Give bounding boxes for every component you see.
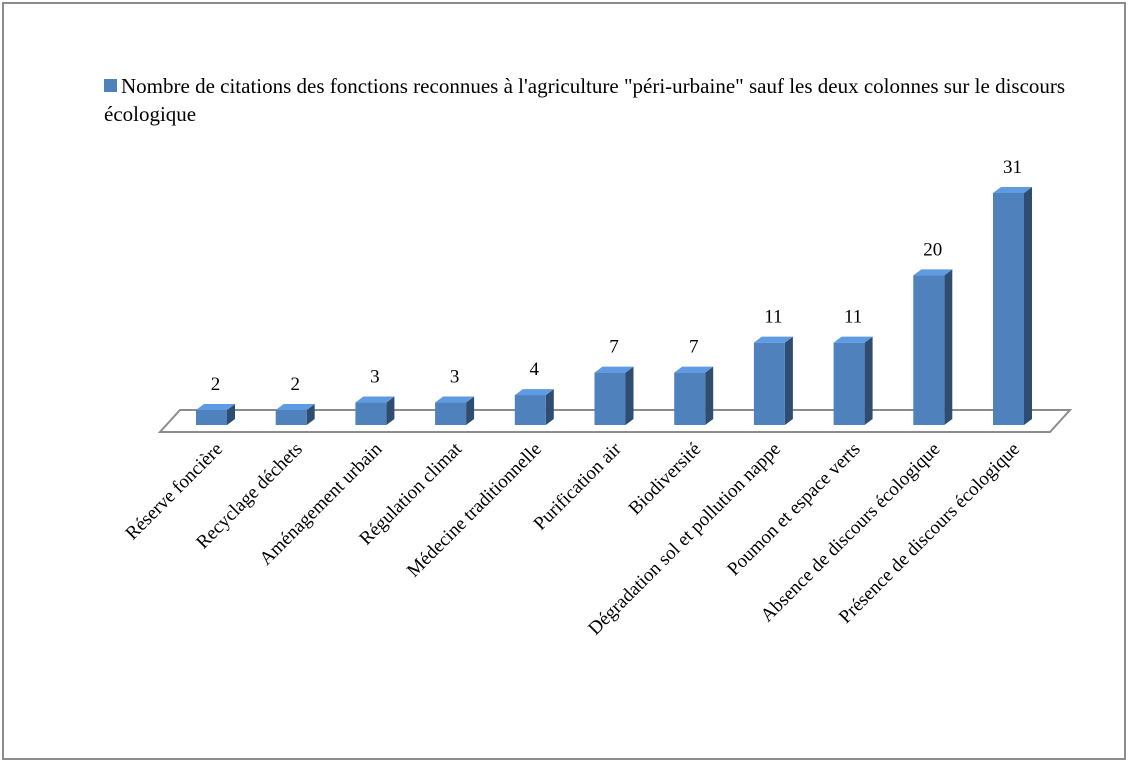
- value-label: 7: [689, 337, 699, 358]
- bar: [993, 187, 1032, 425]
- bar-front: [993, 193, 1024, 425]
- legend: Nombre de citations des fonctions reconn…: [104, 72, 1094, 128]
- value-label: 7: [609, 337, 619, 358]
- x-tick-label: Poumon et espace verts: [723, 439, 864, 580]
- bar-side: [944, 269, 953, 425]
- bar: [275, 404, 315, 425]
- bar-side: [625, 366, 634, 425]
- bar-top: [833, 336, 873, 343]
- bar-side: [545, 389, 554, 425]
- bar-top: [674, 366, 714, 373]
- legend-label: Nombre de citations des fonctions reconn…: [104, 74, 1066, 126]
- bar-front: [275, 410, 307, 425]
- value-label: 3: [370, 367, 380, 388]
- bar-side: [466, 396, 475, 425]
- value-label: 4: [530, 359, 540, 380]
- bar-front: [196, 410, 227, 425]
- bar: [196, 404, 235, 425]
- bar: [435, 396, 475, 425]
- bar: [514, 389, 554, 425]
- bar-side: [784, 336, 793, 425]
- bar-front: [833, 342, 865, 425]
- bar-side: [227, 404, 235, 425]
- bar: [355, 396, 395, 425]
- value-label: 2: [290, 374, 300, 395]
- bar-top: [435, 396, 475, 403]
- bar-front: [753, 342, 785, 425]
- legend-swatch: [104, 79, 117, 92]
- bar: [594, 366, 634, 425]
- bar-front: [594, 372, 626, 425]
- value-label: 3: [450, 367, 460, 388]
- bar-front: [674, 372, 706, 425]
- bar-side: [864, 336, 873, 425]
- bar: [913, 269, 953, 425]
- value-label: 31: [1003, 157, 1022, 178]
- bar: [674, 366, 714, 425]
- bar-top: [753, 336, 793, 343]
- bar-side: [386, 396, 395, 425]
- x-tick-label: Médecine traditionnelle: [403, 439, 546, 582]
- bar-front: [913, 275, 945, 425]
- x-tick-label: Biodiversité: [625, 439, 706, 520]
- bar-side: [705, 366, 714, 425]
- bar-front: [355, 402, 387, 425]
- bar-top: [913, 269, 953, 276]
- bar-top: [514, 389, 554, 396]
- bar: [833, 336, 873, 425]
- bar-side: [306, 404, 315, 425]
- bar-front: [435, 402, 467, 425]
- value-label: 11: [764, 307, 782, 328]
- value-label: 2: [211, 374, 221, 395]
- bar-top: [196, 404, 235, 411]
- bar-front: [514, 395, 546, 425]
- bar-top: [993, 187, 1032, 193]
- bar-top: [275, 404, 315, 411]
- value-label: 11: [844, 307, 862, 328]
- bar-top: [594, 366, 634, 373]
- value-label: 20: [923, 239, 942, 260]
- bar-top: [355, 396, 395, 403]
- bar: [753, 336, 793, 425]
- bar-side: [1024, 187, 1032, 425]
